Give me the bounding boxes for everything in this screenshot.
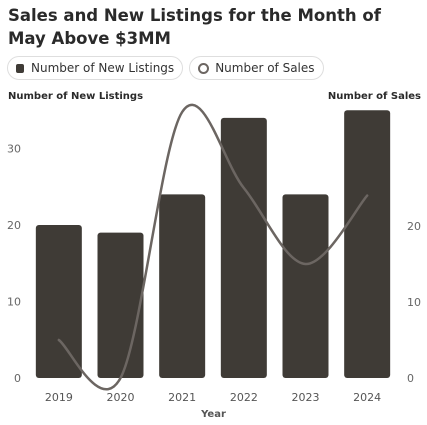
sales-line [57,103,369,391]
bar-2019 [35,225,82,378]
bar-2020 [97,232,144,378]
x-tick-label: 2024 [353,391,381,404]
right-tick-label: 10 [407,296,421,309]
left-tick-label: 20 [7,219,21,232]
right-axis-title: Number of Sales [327,91,421,102]
line-swatch-icon [198,62,210,74]
x-tick-label: 2021 [168,391,196,404]
left-tick-label: 10 [7,296,21,309]
bar-2024 [344,110,391,378]
right-tick-label: 0 [407,372,414,385]
legend-item-new-listings[interactable]: Number of New Listings [7,56,184,80]
left-axis-title: Number of New Listings [8,91,144,102]
bar-swatch-icon [16,63,24,73]
x-tick-label: 2023 [292,391,320,404]
chart-title: Sales and New Listings for the Month of … [8,6,381,48]
left-tick-label: 0 [14,372,21,385]
x-tick-label: 2022 [230,391,258,404]
x-tick-label: 2020 [107,391,135,404]
x-tick-label: 2019 [45,391,73,404]
left-tick-label: 30 [7,143,21,156]
legend-label-sales: Number of Sales [215,61,315,75]
legend-item-sales[interactable]: Number of Sales [189,56,324,80]
x-axis-title: Year [201,409,226,420]
bar-2023 [282,194,329,378]
bar-2022 [220,117,267,379]
bar-2021 [159,194,206,378]
right-tick-label: 20 [407,220,421,233]
legend: Number of New Listings Number of Sales [7,56,324,80]
legend-label-new-listings: Number of New Listings [31,61,175,75]
